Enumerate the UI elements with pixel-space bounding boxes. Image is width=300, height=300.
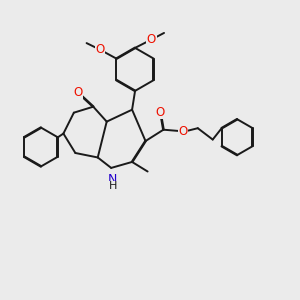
Text: O: O [73,86,83,99]
Text: O: O [147,33,156,46]
Text: H: H [109,182,117,191]
Text: O: O [156,106,165,119]
Text: N: N [108,173,117,186]
Text: O: O [95,43,105,56]
Text: O: O [178,125,188,138]
